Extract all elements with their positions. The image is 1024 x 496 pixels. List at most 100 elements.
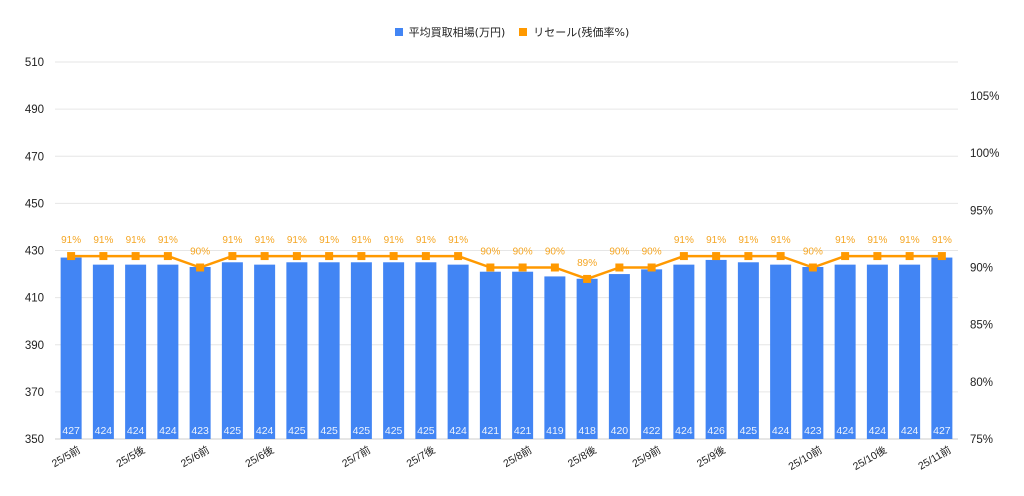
- legend-item-avg-price[interactable]: 平均買取相場(万円): [394, 24, 506, 40]
- line-value-label: 91%: [158, 235, 178, 246]
- line-value-label: 90%: [190, 247, 210, 258]
- line-value-label: 91%: [867, 235, 887, 246]
- x-axis-tick-label: 25/9前: [630, 443, 663, 470]
- x-axis-tick-label: 25/10後: [851, 443, 890, 473]
- bar-value-label: 425: [288, 425, 306, 437]
- bar: [60, 257, 82, 439]
- bar-value-label: 424: [95, 425, 113, 437]
- bar: [415, 262, 437, 439]
- line-value-label: 91%: [61, 235, 81, 246]
- legend-swatch-blue: [394, 28, 403, 36]
- bar: [92, 264, 114, 439]
- line-marker: [131, 252, 140, 261]
- line-marker: [163, 252, 172, 261]
- bar: [254, 264, 276, 439]
- bar: [383, 262, 405, 439]
- bar-value-label: 422: [643, 425, 661, 437]
- bar-value-label: 424: [901, 425, 919, 437]
- line-value-label: 91%: [255, 235, 275, 246]
- bar-value-label: 424: [869, 425, 887, 437]
- line-value-label: 90%: [642, 247, 662, 258]
- bar: [157, 264, 179, 439]
- bar-value-label: 427: [933, 425, 951, 437]
- bar: [737, 262, 759, 439]
- bar-value-label: 426: [707, 425, 725, 437]
- bar-value-label: 425: [417, 425, 435, 437]
- bar: [931, 257, 953, 439]
- bar-value-label: 423: [804, 425, 822, 437]
- line-marker: [647, 263, 656, 272]
- line-marker: [841, 252, 850, 261]
- line-marker: [615, 263, 624, 272]
- bar: [576, 278, 598, 439]
- y-axis-tick-label: 470: [25, 151, 44, 163]
- line-value-label: 91%: [674, 235, 694, 246]
- line-marker: [712, 252, 721, 261]
- bar: [608, 274, 630, 439]
- bar: [318, 262, 340, 439]
- y-axis-tick-label: 350: [25, 434, 44, 446]
- bar: [641, 269, 663, 439]
- line-value-label: 91%: [93, 235, 113, 246]
- bar: [286, 262, 308, 439]
- line-value-label: 90%: [803, 247, 823, 258]
- line-value-label: 91%: [448, 235, 468, 246]
- bar-value-label: 425: [224, 425, 242, 437]
- y2-axis-tick-label: 75%: [970, 434, 993, 446]
- line-value-label: 89%: [577, 258, 597, 269]
- bar-value-label: 423: [191, 425, 209, 437]
- bar-value-label: 424: [836, 425, 854, 437]
- line-value-label: 91%: [900, 235, 920, 246]
- line-marker: [292, 252, 301, 261]
- chart-legend: 平均買取相場(万円) リセール(残価率%): [0, 24, 1024, 40]
- resale-line: [71, 254, 942, 281]
- line-marker: [486, 263, 495, 272]
- line-marker: [99, 252, 108, 261]
- y-axis-tick-label: 390: [25, 340, 44, 352]
- bar-value-label: 424: [256, 425, 274, 437]
- bar-value-label: 425: [353, 425, 371, 437]
- line-marker: [325, 252, 334, 261]
- legend-item-resale[interactable]: リセール(残価率%): [519, 24, 629, 40]
- legend-label: リセール(残価率%): [533, 26, 630, 39]
- bar: [705, 259, 727, 439]
- line-value-label: 90%: [513, 247, 533, 258]
- x-axis-tick-label: 25/10前: [786, 443, 824, 473]
- x-axis-tick-label: 25/7後: [404, 443, 438, 470]
- line-value-label: 90%: [480, 247, 500, 258]
- line-value-label: 91%: [738, 235, 758, 246]
- bar: [899, 264, 921, 439]
- y2-axis-tick-label: 95%: [970, 205, 993, 217]
- x-axis-tick-label: 25/8前: [501, 443, 534, 470]
- line-marker: [389, 252, 398, 261]
- bar-value-label: 421: [482, 425, 500, 437]
- y-axis-tick-label: 410: [25, 293, 44, 305]
- line-value-label: 91%: [287, 235, 307, 246]
- bar-value-label: 421: [514, 425, 532, 437]
- line-marker: [260, 252, 269, 261]
- bar-value-label: 418: [578, 425, 596, 437]
- line-value-label: 91%: [416, 235, 436, 246]
- line-marker: [937, 252, 946, 261]
- legend-label: 平均買取相場(万円): [408, 26, 506, 39]
- y-axis-tick-label: 510: [25, 57, 44, 69]
- line-marker: [454, 252, 463, 261]
- bar: [221, 262, 243, 439]
- bar: [834, 264, 856, 439]
- line-value-label: 91%: [351, 235, 371, 246]
- bar: [673, 264, 695, 439]
- y2-axis-tick-label: 85%: [970, 320, 993, 332]
- bar: [350, 262, 372, 439]
- x-axis-tick-label: 25/6前: [178, 443, 211, 470]
- x-axis-tick-label: 25/9後: [694, 443, 728, 470]
- bar-value-label: 424: [449, 425, 467, 437]
- bar-value-label: 425: [740, 425, 758, 437]
- y-axis-tick-label: 430: [25, 246, 44, 258]
- bar: [447, 264, 469, 439]
- bar-value-label: 424: [772, 425, 790, 437]
- line-marker: [679, 252, 688, 261]
- line-marker: [357, 252, 366, 261]
- bar: [802, 266, 824, 439]
- line-marker: [518, 263, 527, 272]
- line-marker: [421, 252, 430, 261]
